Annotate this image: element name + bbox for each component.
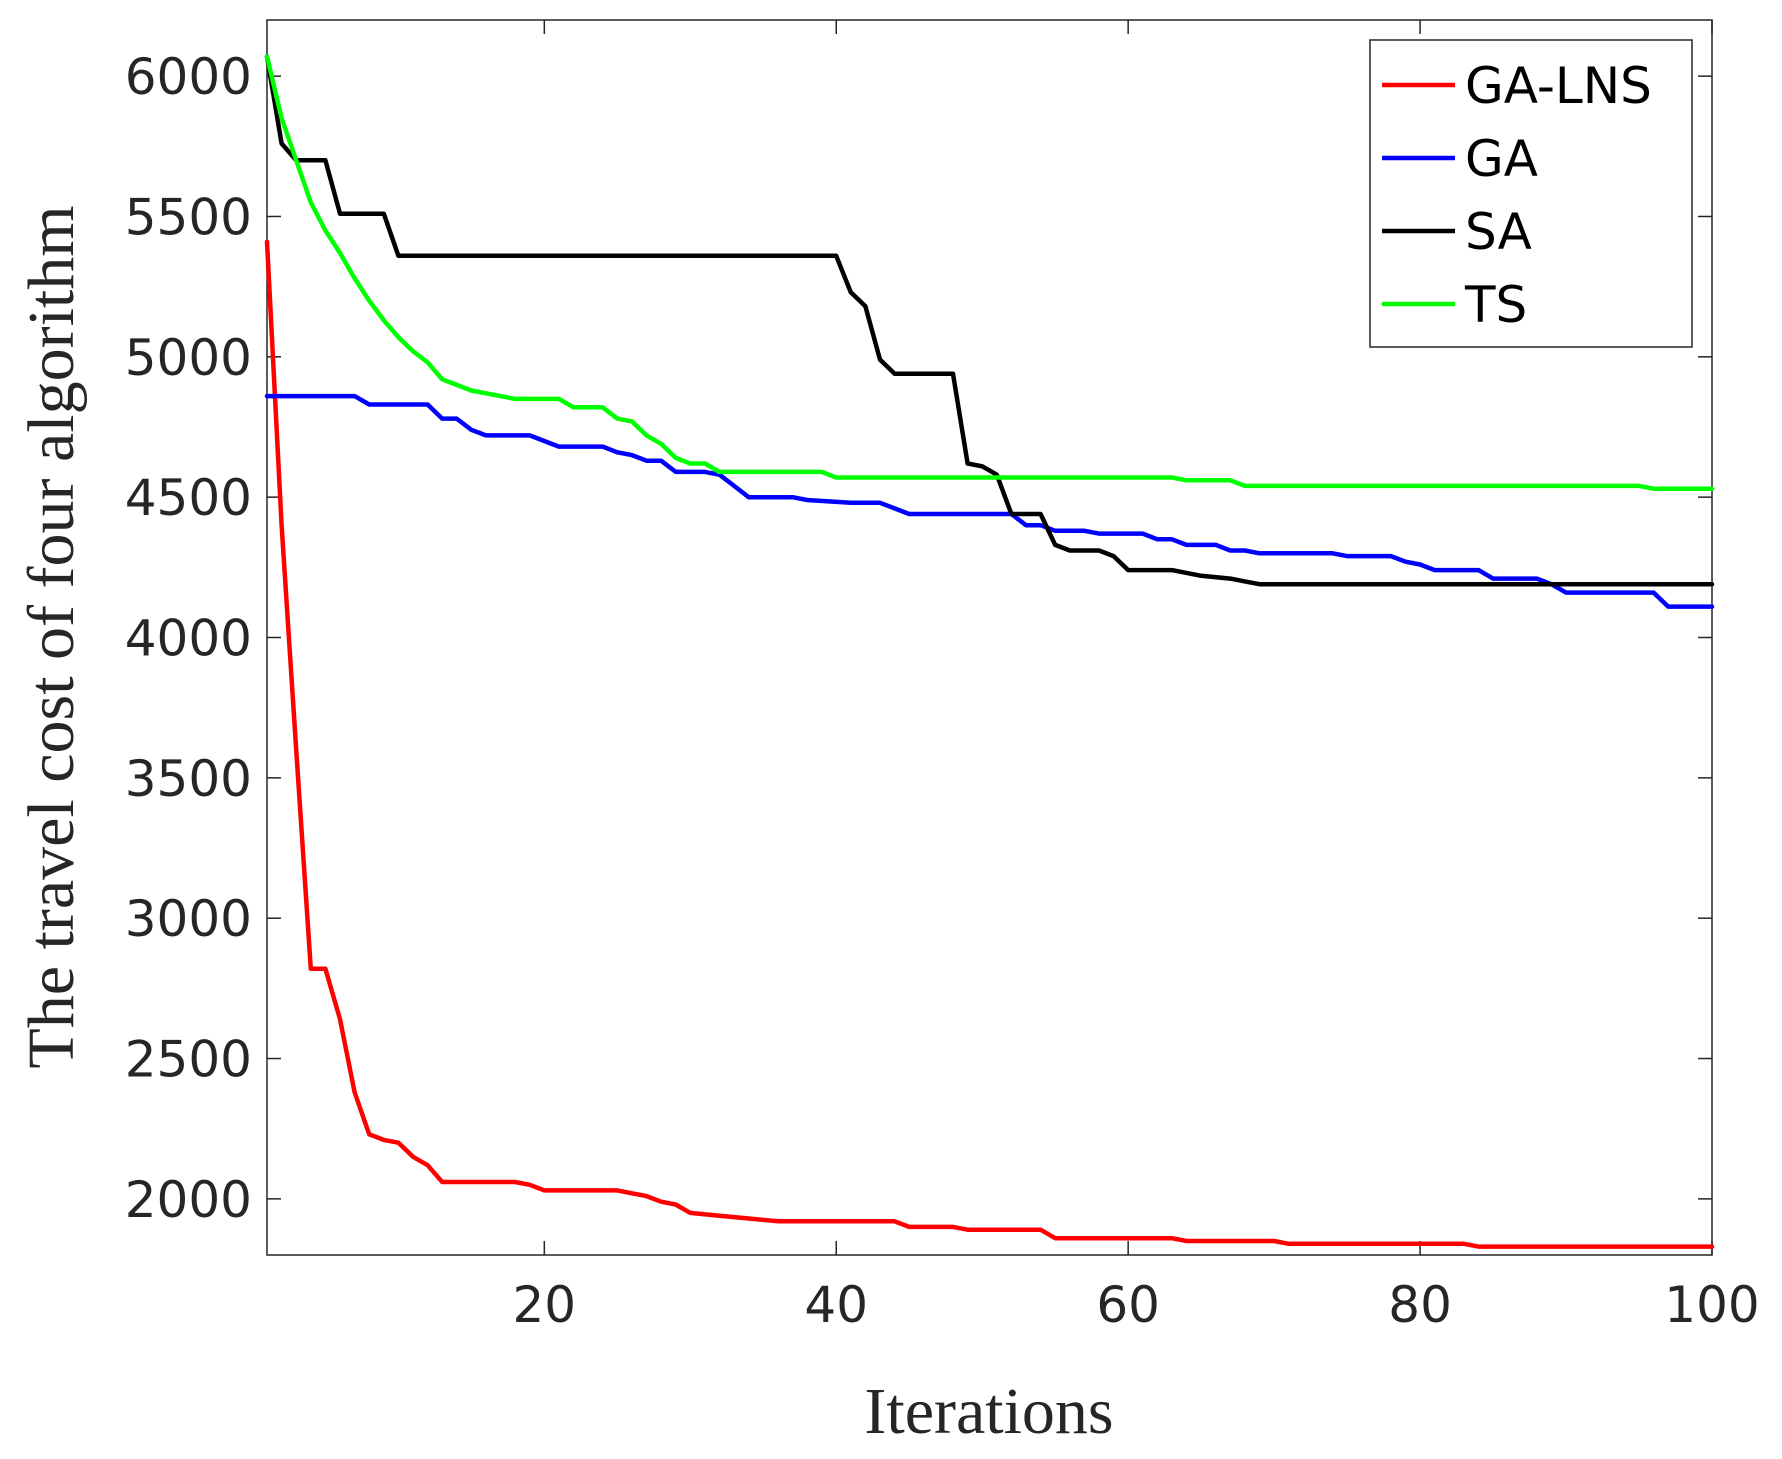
legend-label-ga-lns: GA-LNS: [1465, 57, 1652, 115]
y-tick-label: 5500: [125, 188, 252, 246]
axis-tick-labels: 20 40 60 80 100 2000 2500 3000 3500 4000 4500 5000 5…: [125, 48, 1760, 1334]
y-axis-title: The travel cost of four algorithm: [15, 205, 88, 1068]
y-tick-label: 4000: [125, 610, 252, 668]
y-tick-label: 6000: [125, 48, 252, 106]
legend: GA-LNS GA SA TS: [1369, 39, 1693, 348]
x-tick-label: 80: [1388, 1276, 1452, 1334]
series-lines: [264, 54, 1715, 1249]
series-line-sa: [264, 54, 1715, 587]
y-tick-label: 3000: [125, 890, 252, 948]
y-tick-label: 4500: [125, 469, 252, 527]
x-tick-label: 100: [1664, 1276, 1759, 1334]
legend-entries: GA-LNS GA SA TS: [1382, 57, 1652, 334]
x-tick-label: 20: [513, 1276, 577, 1334]
x-axis-title: Iterations: [864, 1375, 1113, 1448]
legend-box: [1369, 39, 1693, 348]
legend-label-ts: TS: [1464, 276, 1527, 334]
y-tick-label: 5000: [125, 329, 252, 387]
y-tick-label: 2500: [125, 1031, 252, 1089]
x-tick-label: 40: [804, 1276, 868, 1334]
legend-label-sa: SA: [1465, 203, 1532, 261]
series-line-ga-lns: [264, 239, 1715, 1249]
y-tick-label: 3500: [125, 750, 252, 808]
legend-label-ga: GA: [1465, 130, 1538, 188]
y-tick-label: 2000: [125, 1171, 252, 1229]
x-tick-label: 60: [1096, 1276, 1160, 1334]
series-line-ts: [264, 54, 1715, 491]
